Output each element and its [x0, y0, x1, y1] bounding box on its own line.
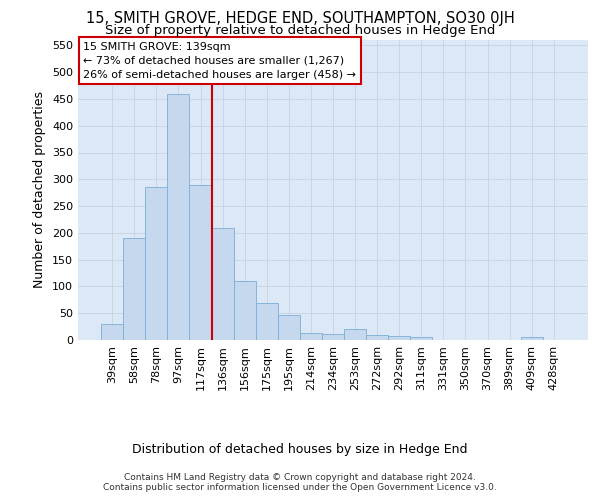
Bar	[344, 330, 366, 340]
Bar	[256, 302, 278, 340]
Bar	[145, 188, 167, 340]
Bar	[366, 334, 388, 340]
Bar	[190, 184, 212, 340]
Bar	[322, 334, 344, 340]
Bar	[410, 338, 433, 340]
Bar	[300, 333, 322, 340]
Text: 15, SMITH GROVE, HEDGE END, SOUTHAMPTON, SO30 0JH: 15, SMITH GROVE, HEDGE END, SOUTHAMPTON,…	[86, 11, 514, 26]
Bar	[233, 281, 256, 340]
Text: 15 SMITH GROVE: 139sqm
← 73% of detached houses are smaller (1,267)
26% of semi-: 15 SMITH GROVE: 139sqm ← 73% of detached…	[83, 42, 356, 80]
Text: Distribution of detached houses by size in Hedge End: Distribution of detached houses by size …	[132, 442, 468, 456]
Bar	[167, 94, 190, 340]
Y-axis label: Number of detached properties: Number of detached properties	[34, 92, 46, 288]
Bar	[212, 228, 233, 340]
Text: Contains HM Land Registry data © Crown copyright and database right 2024.: Contains HM Land Registry data © Crown c…	[124, 472, 476, 482]
Bar	[521, 338, 543, 340]
Bar	[388, 336, 410, 340]
Bar	[101, 324, 123, 340]
Text: Contains public sector information licensed under the Open Government Licence v3: Contains public sector information licen…	[103, 482, 497, 492]
Bar	[123, 238, 145, 340]
Text: Size of property relative to detached houses in Hedge End: Size of property relative to detached ho…	[105, 24, 495, 37]
Bar	[278, 316, 300, 340]
